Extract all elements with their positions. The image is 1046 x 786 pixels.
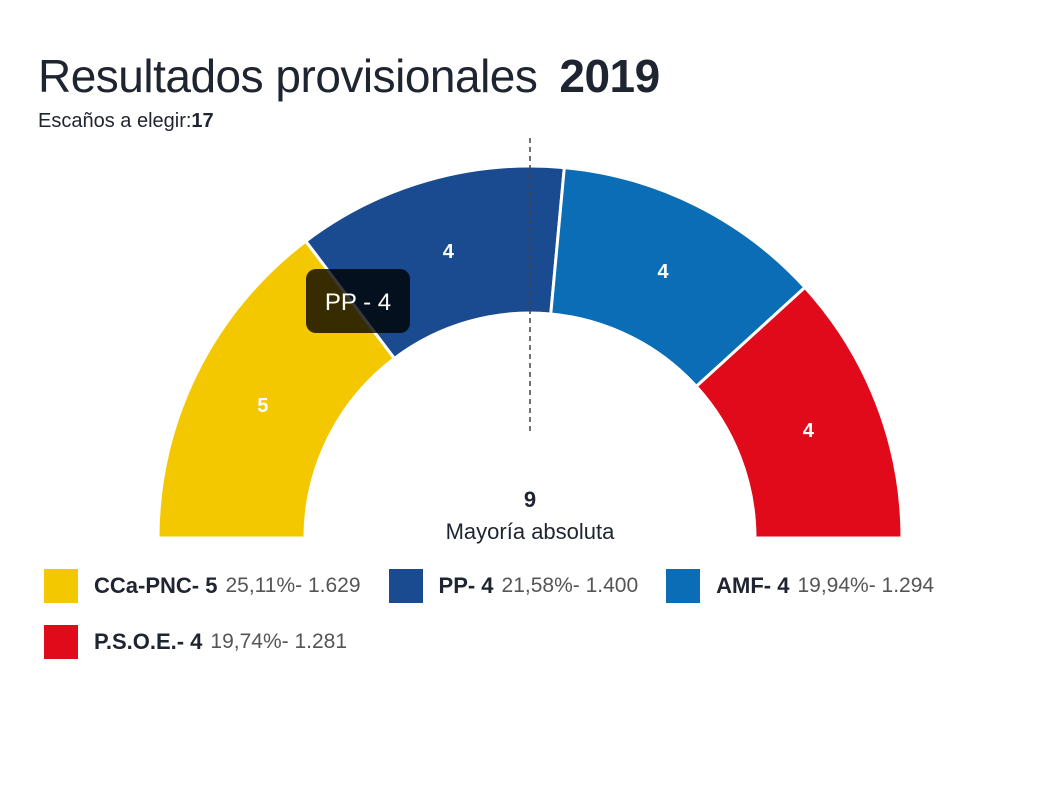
- tooltip-text: PP - 4: [325, 289, 391, 316]
- seats-total: 17: [191, 110, 214, 132]
- seat-label-ccapnc: 5: [257, 395, 268, 417]
- legend-swatch-amf: [666, 569, 701, 603]
- tooltip-box: [306, 269, 410, 333]
- seat-labels: 5 4 4 4: [257, 241, 815, 442]
- tooltip: PP - 4: [306, 269, 410, 333]
- seat-label-pp: 4: [443, 241, 455, 263]
- legend-item-ccapnc[interactable]: CCa-PNC- 5 25,11%- 1.629: [44, 569, 361, 603]
- legend-name: CCa-PNC- 5: [94, 573, 218, 598]
- seat-label-psoe: 4: [803, 420, 815, 442]
- majority-label: Mayoría absoluta: [446, 519, 616, 544]
- legend-item-pp[interactable]: PP- 4 21,58%- 1.400: [388, 569, 639, 603]
- legend-swatch-pp: [388, 569, 423, 603]
- seats-label: Escaños a elegir:: [38, 110, 192, 132]
- majority-value: 9: [524, 487, 536, 512]
- legend-stats: 21,58%- 1.400: [501, 574, 639, 597]
- legend-swatch-psoe: [44, 625, 78, 659]
- legend-swatch-ccapnc: [44, 569, 78, 603]
- title-text: Resultados provisionales: [38, 50, 538, 102]
- legend-name: PP- 4: [438, 573, 494, 598]
- legend-stats: 25,11%- 1.629: [225, 574, 361, 597]
- legend-row-2: P.S.O.E.- 4 19,74%- 1.281: [44, 624, 1024, 660]
- chart-title: Resultados provisionales 2019: [38, 48, 660, 104]
- hemicycle-chart: 5 4 4 4 9 Mayoría absoluta PP - 4: [156, 138, 904, 544]
- legend-name: P.S.O.E.- 4: [94, 629, 203, 654]
- legend-stats: 19,94%- 1.294: [797, 574, 935, 597]
- seat-label-amf: 4: [657, 261, 669, 283]
- seats-to-elect: Escaños a elegir:17: [38, 108, 214, 134]
- legend-item-amf[interactable]: AMF- 4 19,94%- 1.294: [666, 569, 934, 603]
- segment-psoe[interactable]: [694, 285, 904, 540]
- legend-row-1: CCa-PNC- 5 25,11%- 1.629 PP- 4 21,58%- 1…: [44, 568, 1024, 604]
- legend-stats: 19,74%- 1.281: [210, 630, 348, 653]
- legend-name: AMF- 4: [716, 573, 790, 598]
- legend-item-psoe[interactable]: P.S.O.E.- 4 19,74%- 1.281: [44, 625, 347, 659]
- title-year: 2019: [559, 50, 660, 102]
- legend: CCa-PNC- 5 25,11%- 1.629 PP- 4 21,58%- 1…: [44, 568, 1024, 680]
